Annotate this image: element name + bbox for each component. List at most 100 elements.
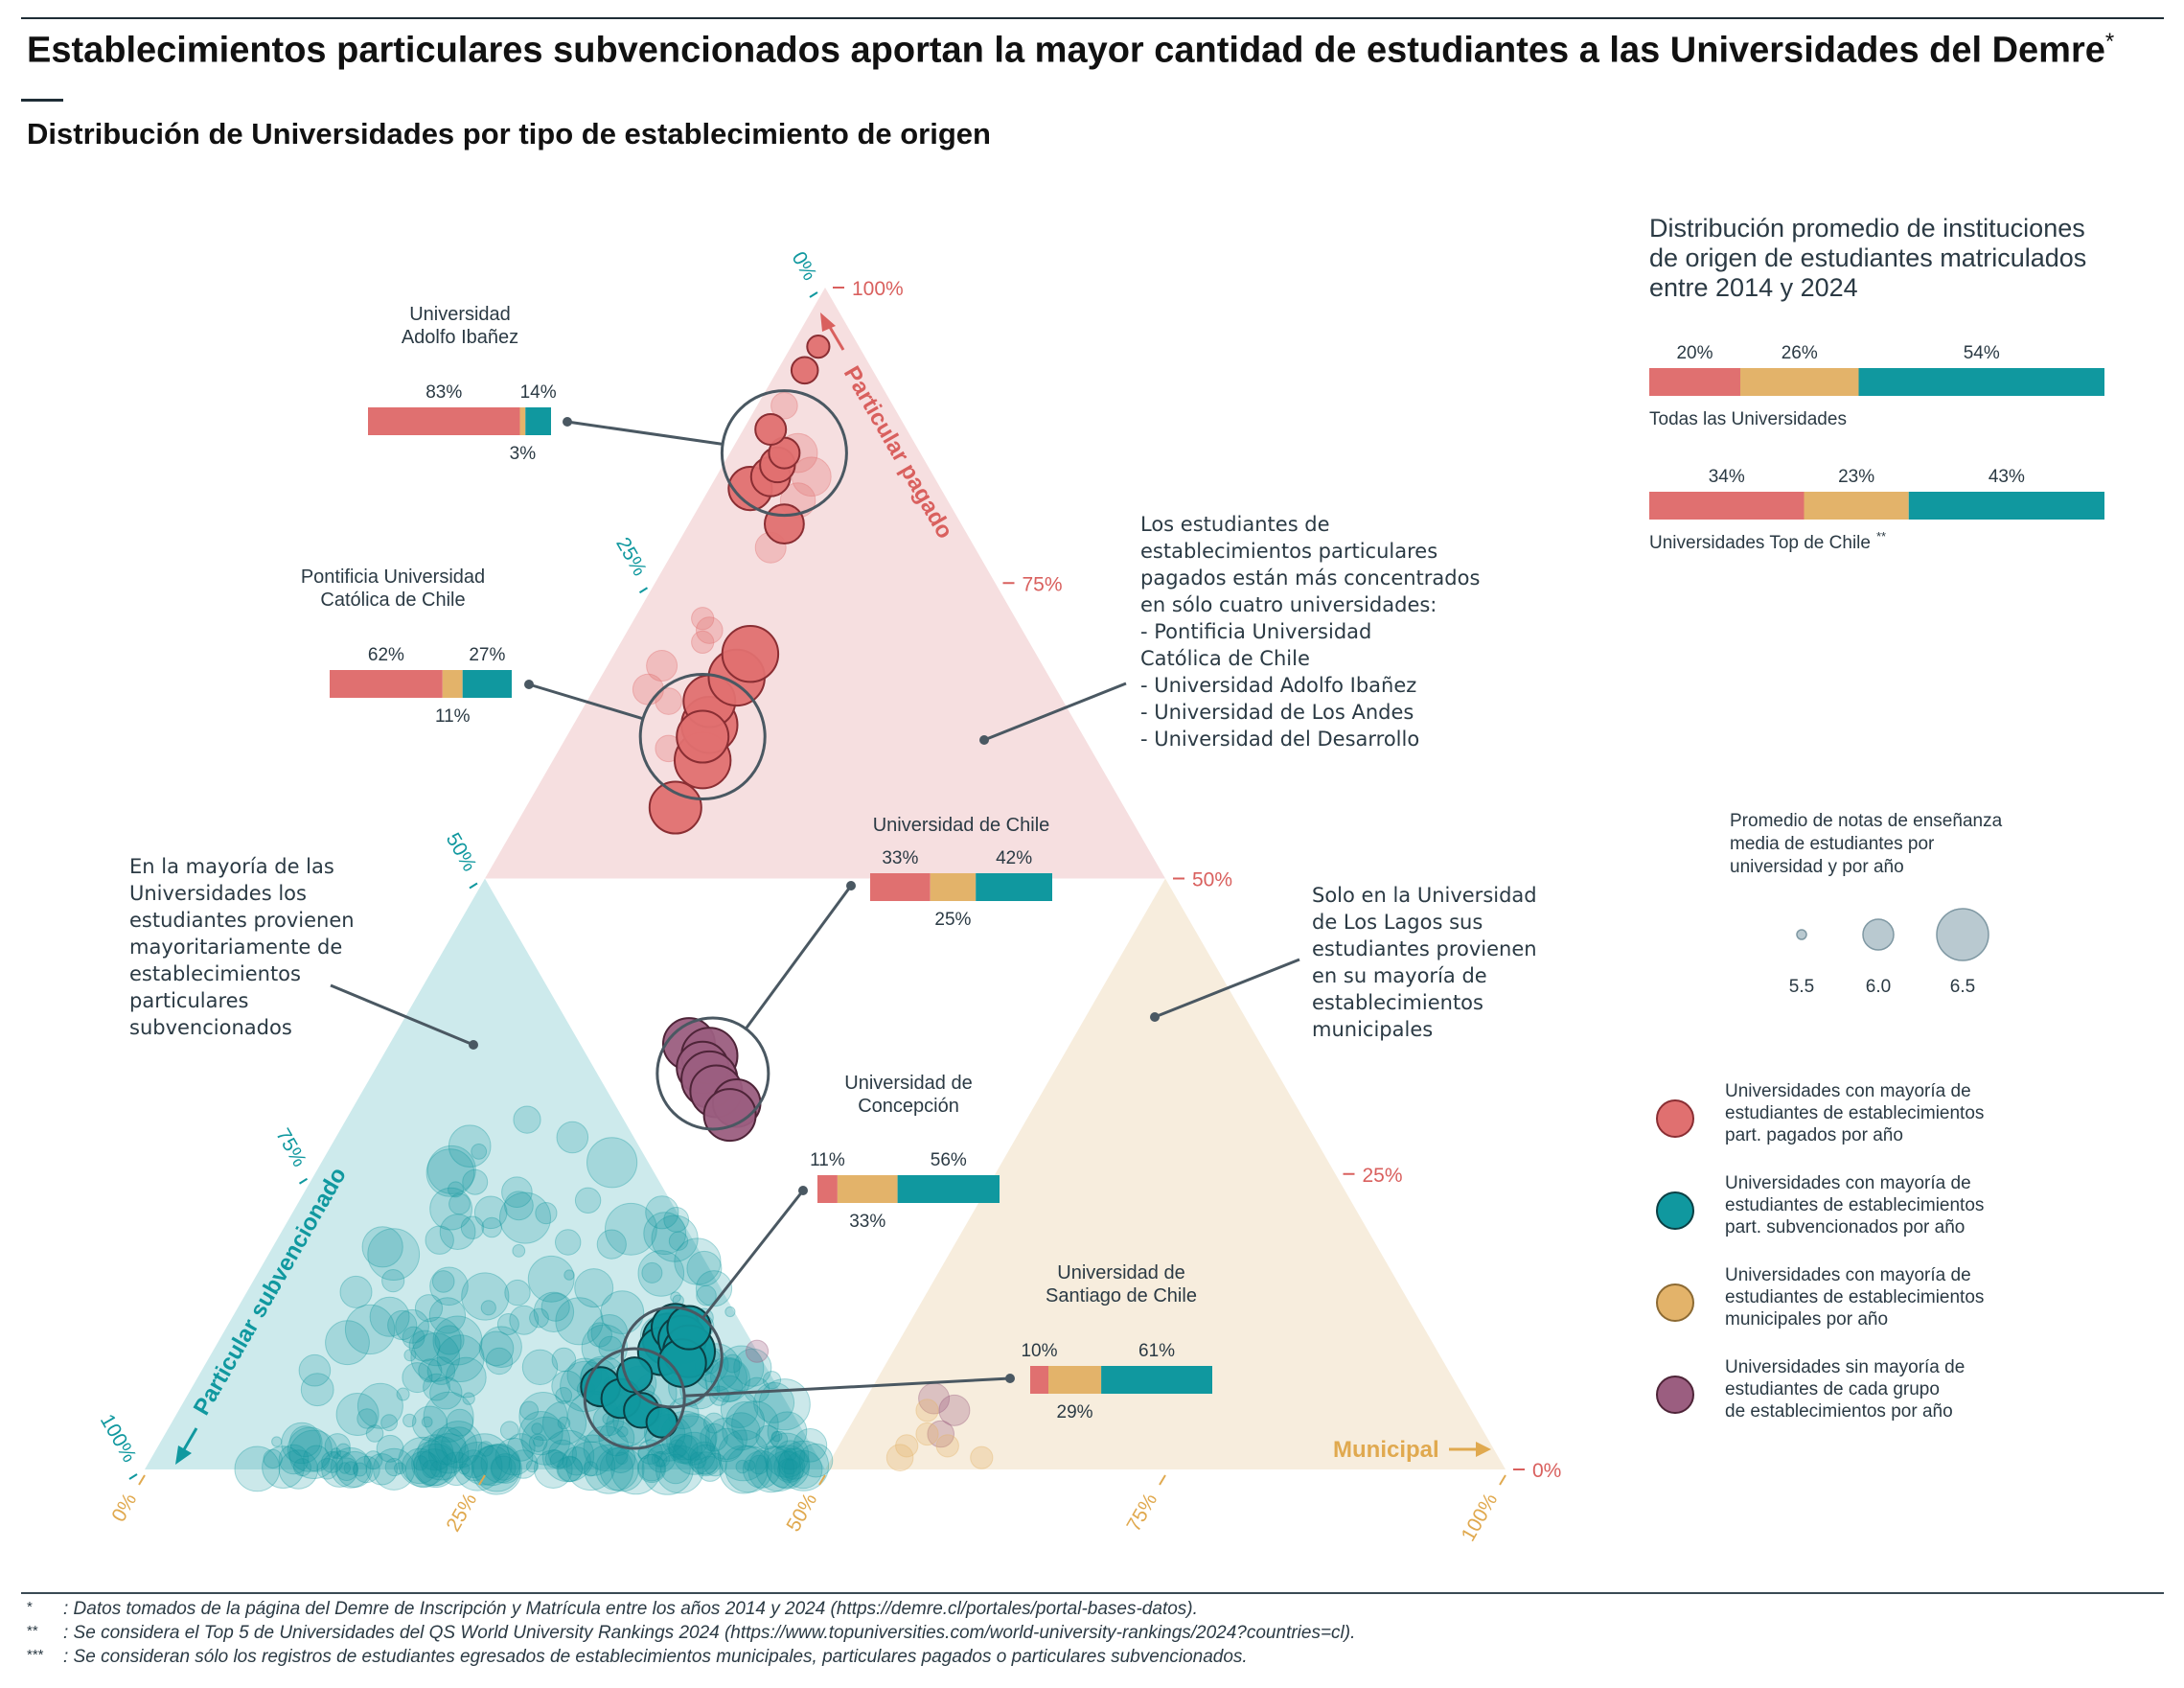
scatter-point	[496, 1313, 519, 1335]
scatter-point	[717, 1429, 770, 1482]
annotation-pagado: Los estudiantes de establecimientos parti…	[1140, 513, 1480, 751]
scatter-point	[668, 1231, 689, 1251]
annotation-line: mayoritariamente de	[129, 936, 342, 959]
scatter-point	[369, 1296, 410, 1337]
scatter-point	[432, 1315, 483, 1366]
annotation-line: Los estudiantes de	[1140, 513, 1330, 536]
scatter-point	[428, 1297, 467, 1334]
summary-bar-all: 20% 26% 54%	[1649, 343, 2104, 396]
bar-segment-pagado	[330, 670, 443, 698]
title-divider	[21, 99, 63, 102]
tick-subvencionado	[809, 291, 818, 298]
annotation-line: establecimientos	[129, 962, 301, 985]
scatter-point	[472, 1444, 521, 1492]
scatter-point	[402, 1447, 438, 1485]
scatter-point	[278, 1444, 310, 1475]
scatter-point	[507, 1433, 536, 1462]
scatter-point	[563, 1269, 575, 1281]
bar-label-pagado: 34%	[1709, 467, 1745, 487]
summary-title: Distribución promedio de instituciones	[1649, 214, 2085, 243]
color-legend-swatch-subvencionado	[1656, 1191, 1694, 1230]
scatter-point	[414, 1294, 444, 1323]
scatter-point	[402, 1413, 417, 1428]
bar-segment-municipal	[930, 873, 977, 901]
tick-label-municipal: 0%	[107, 1490, 141, 1526]
scatter-point	[722, 1412, 761, 1451]
scatter-point	[344, 1304, 396, 1355]
scatter-point	[429, 1187, 473, 1231]
scatter-point	[410, 1332, 461, 1382]
bar-label-municipal: 26%	[1782, 343, 1818, 363]
scatter-point	[459, 1449, 489, 1478]
bar-label-subvencionado: 27%	[469, 645, 505, 665]
scatter-point	[775, 1440, 806, 1470]
bar-segment-subvencionado	[897, 1175, 1000, 1203]
scatter-point	[316, 1458, 338, 1480]
annotation-line: - Universidad de Los Andes	[1140, 701, 1414, 724]
scatter-point	[271, 1436, 283, 1447]
bar-label-municipal: 33%	[849, 1212, 885, 1232]
annotation-pagado-leader	[983, 682, 1127, 742]
annotation-line: - Pontificia Universidad	[1140, 620, 1371, 643]
scatter-point	[234, 1445, 281, 1492]
scatter-point	[724, 1445, 772, 1493]
scatter-point	[556, 1121, 589, 1154]
scatter-point	[417, 1434, 454, 1471]
callout-bar: 83% 14% 3%	[368, 382, 557, 464]
color-legend-swatch-pagado	[1656, 1099, 1694, 1138]
scatter-point	[361, 1226, 403, 1268]
callout-leader	[684, 1376, 1011, 1398]
scatter-point	[380, 1414, 399, 1432]
scatter-point	[376, 1434, 404, 1463]
scatter-point	[278, 1449, 319, 1490]
bar-segment-pagado	[817, 1175, 838, 1203]
scatter-point	[700, 1422, 728, 1452]
callout-dot	[1005, 1374, 1015, 1383]
callout-3: Universidad de Chile	[745, 815, 1049, 1030]
scatter-point	[477, 1441, 494, 1457]
scatter-point	[529, 1307, 549, 1329]
scatter-point	[694, 1451, 718, 1475]
scatter-point	[540, 1292, 570, 1322]
scatter-point	[770, 1430, 783, 1443]
top-rule	[21, 17, 2164, 19]
size-legend-title: media de estudiantes por	[1730, 834, 1935, 854]
scatter-point	[504, 1191, 534, 1221]
annotation-line: subvencionados	[129, 1016, 292, 1039]
scatter-point	[448, 1124, 492, 1168]
scatter-point	[773, 1450, 806, 1483]
size-legend-label: 6.5	[1950, 977, 1975, 997]
scatter-point	[647, 1444, 676, 1473]
annotation-line: establecimientos	[1312, 991, 1483, 1014]
color-legend-swatch-sin_mayoria	[1656, 1376, 1694, 1414]
scatter-point	[461, 1272, 510, 1321]
arrowhead-pagado	[820, 312, 836, 332]
scatter-point	[533, 1436, 544, 1447]
scatter-point	[586, 1137, 638, 1189]
color-legend-label: Universidades con mayoría de	[1725, 1173, 1971, 1193]
tick-subvencionado	[469, 882, 478, 890]
scatter-point	[518, 1411, 563, 1456]
scatter-point	[461, 1455, 488, 1482]
bar-segment-subvencionado	[976, 873, 1052, 901]
highlight-point	[790, 356, 819, 385]
size-legend-circle	[1796, 929, 1807, 940]
faded-point	[691, 630, 715, 655]
scatter-point	[504, 1279, 531, 1306]
color-legend-label: municipales por año	[1725, 1309, 1888, 1330]
footnote-2: **: Se considera el Top 5 de Universidad…	[27, 1623, 1355, 1644]
annotation-subvencionado: En la mayoría de las Universidades los est…	[129, 855, 355, 1039]
bar-segment-municipal	[519, 407, 526, 435]
scatter-point	[672, 1431, 716, 1475]
scatter-point	[448, 1181, 464, 1198]
scatter-point	[637, 1439, 663, 1465]
scatter-point	[555, 1229, 582, 1256]
scatter-point	[531, 1422, 543, 1435]
scatter-point	[777, 1447, 811, 1480]
annotation-line: Universidades los	[129, 882, 307, 905]
scatter-point	[735, 1459, 749, 1474]
footnote-2-mark: **	[27, 1623, 38, 1639]
